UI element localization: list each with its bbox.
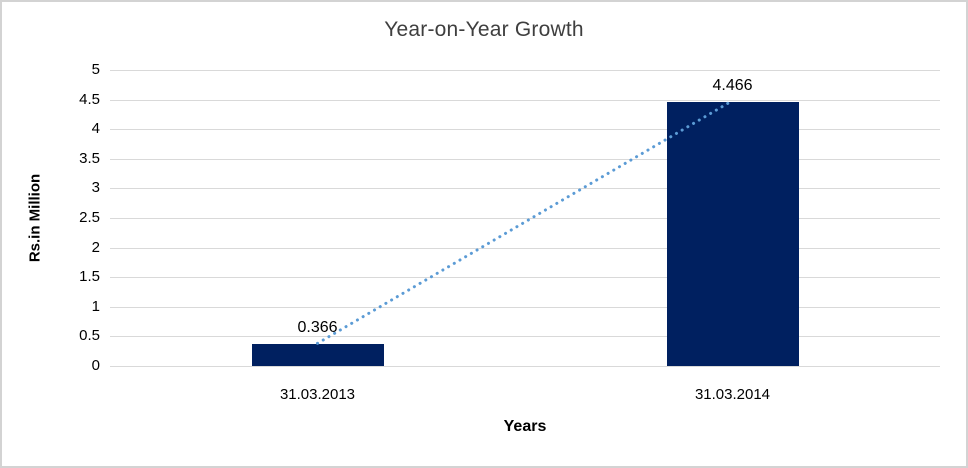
bar <box>251 344 384 366</box>
gridline <box>110 158 940 160</box>
data-label: 4.466 <box>712 76 753 94</box>
y-tick-label: 3 <box>91 179 100 197</box>
gridline <box>110 247 940 249</box>
gridline <box>110 129 940 131</box>
y-tick-label: 2 <box>91 238 100 256</box>
y-tick-label: 0 <box>91 357 100 374</box>
gridline <box>110 336 940 338</box>
data-label: 0.366 <box>297 319 338 337</box>
x-tick-label: 31.03.2013 <box>279 386 356 403</box>
chart-title: Year-on-Year Growth <box>384 18 584 41</box>
y-tick-label: 4.5 <box>79 90 100 108</box>
y-tick-label: 4 <box>91 120 100 138</box>
y-tick-label: 3.5 <box>79 149 100 167</box>
y-tick-label: 1 <box>91 297 100 315</box>
gridline <box>110 218 940 219</box>
gridline <box>110 70 940 71</box>
gridline <box>110 188 940 190</box>
y-tick-label: 2.5 <box>79 209 100 226</box>
gridline <box>110 366 940 367</box>
gridline <box>110 99 940 101</box>
gridline <box>110 277 940 279</box>
bar <box>666 101 799 366</box>
x-axis-title: Years <box>503 418 547 435</box>
x-tick-label: 31.03.2014 <box>694 386 771 403</box>
y-tick-label: 5 <box>91 61 100 78</box>
y-tick-label: 1.5 <box>79 268 100 286</box>
gridline <box>110 306 940 308</box>
y-tick-label: 0.5 <box>79 327 100 345</box>
